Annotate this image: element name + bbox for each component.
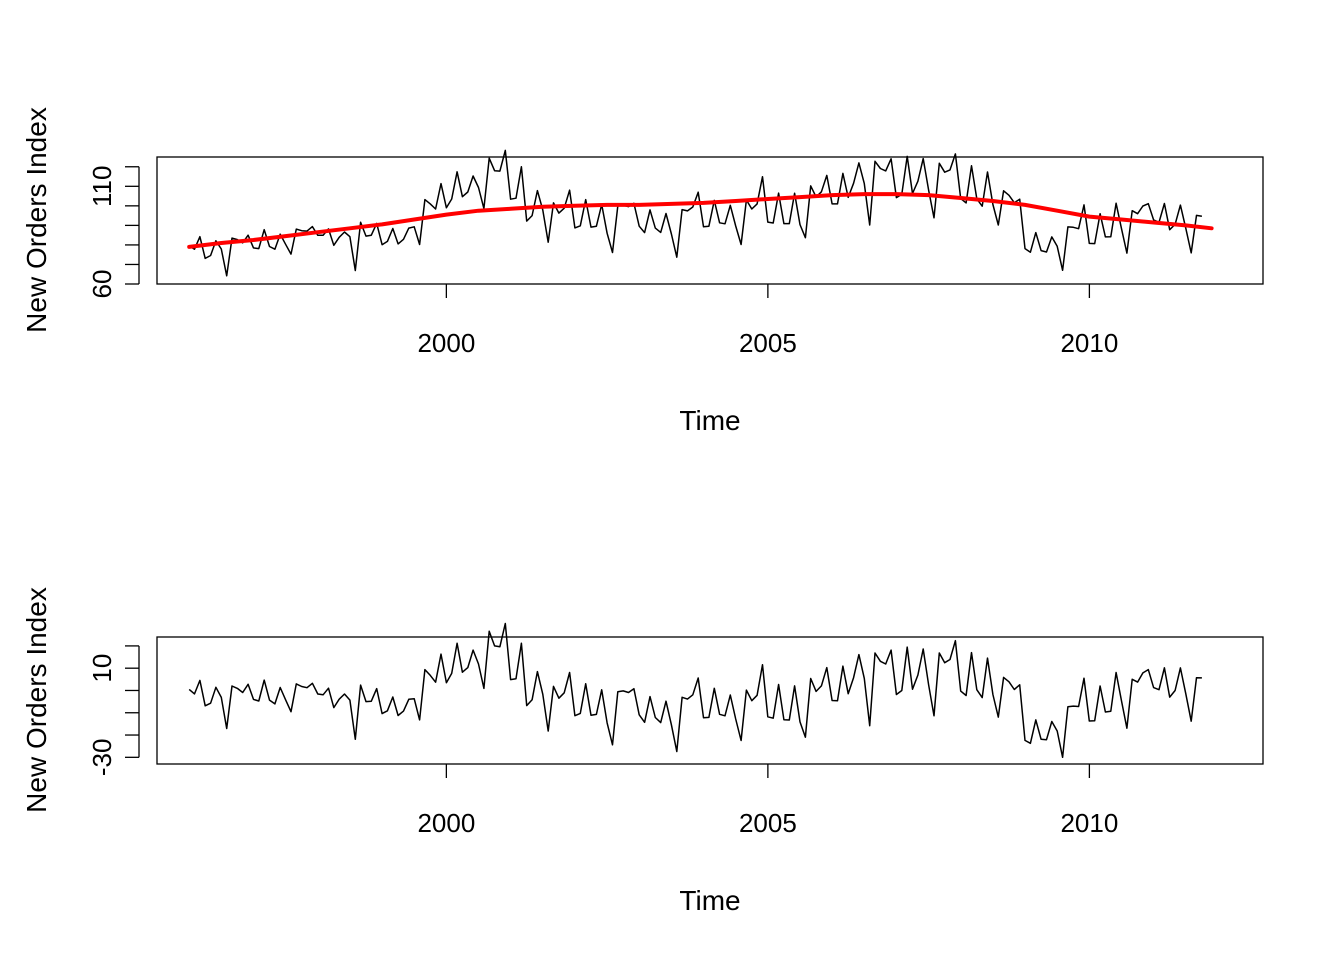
y-tick-label: 110	[87, 166, 117, 207]
x-tick-label: 2010	[1060, 328, 1118, 358]
y-tick-label: 10	[87, 654, 117, 683]
series-line-detrended	[188, 622, 1202, 759]
x-tick-label: 2000	[417, 808, 475, 838]
x-tick-label: 2010	[1060, 808, 1118, 838]
y-axis-title: New Orders Index	[21, 107, 52, 333]
y-tick-label: -30	[87, 739, 117, 777]
x-axis-title: Time	[679, 405, 740, 436]
series-line-raw	[188, 149, 1203, 277]
x-tick-label: 2000	[417, 328, 475, 358]
y-tick-label: 60	[87, 270, 117, 299]
trend-panel: Time New Orders Index 2000 2005 2010 60 110	[21, 107, 1264, 436]
x-axis-title: Time	[679, 885, 740, 916]
y-axis-title: New Orders Index	[21, 587, 52, 813]
detrended-panel: Time New Orders Index 2000 2005 2010 -30 10	[21, 587, 1264, 916]
plot-frame	[156, 156, 1264, 285]
x-tick-label: 2005	[739, 808, 797, 838]
plot-frame	[156, 636, 1264, 765]
x-tick-label: 2005	[739, 328, 797, 358]
series-line-trend	[187, 192, 1214, 249]
